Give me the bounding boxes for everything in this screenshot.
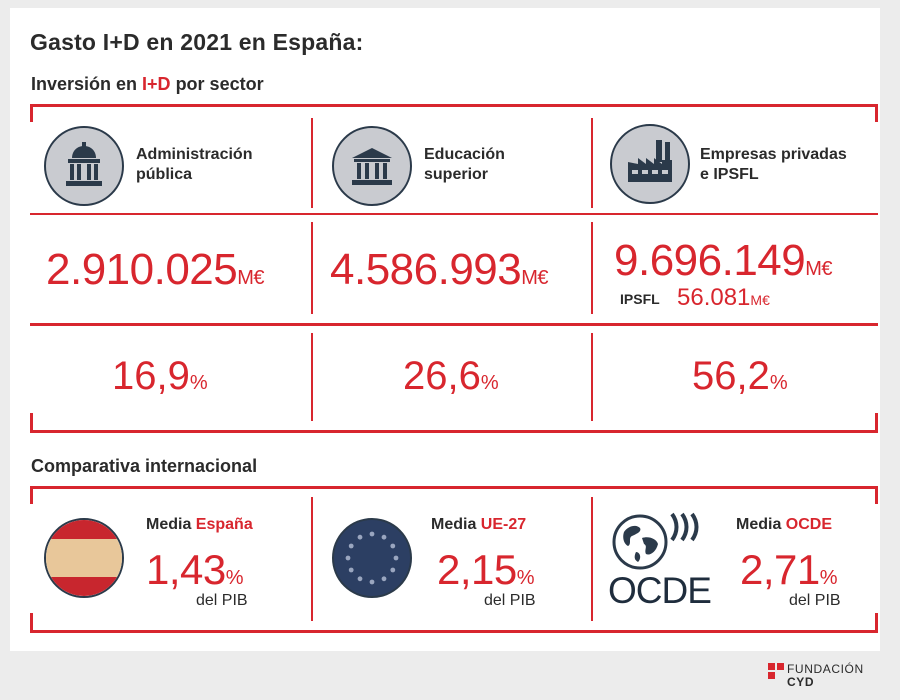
footer-strip	[0, 651, 900, 700]
university-icon	[332, 126, 412, 206]
fundacion-cyd-logo	[768, 663, 784, 684]
media-value-ue27: 2,15%	[437, 546, 535, 593]
eu-flag-icon	[332, 518, 412, 598]
media-label-ocde: Media OCDE	[736, 516, 833, 533]
pib-note-ocde: del PIB	[789, 592, 841, 609]
pct-empresas: 56,2%	[692, 354, 788, 398]
subtitle-highlight: I+D	[142, 74, 171, 94]
page-title: Gasto I+D en 2021 en España:	[30, 29, 364, 55]
spain-flag-icon	[44, 518, 124, 598]
pib-note-espana: del PIB	[196, 592, 248, 609]
media-label-espana: Media España	[146, 516, 253, 533]
ipsfl-amount: 56.081M€	[677, 284, 770, 311]
government-building-icon	[44, 126, 124, 206]
amount-educacion: 4.586.993M€	[330, 245, 549, 294]
ocde-logo-text: OCDE	[608, 570, 712, 611]
sector-label-administracion: Administración pública	[136, 146, 253, 183]
ocde-logo-icon: OCDE	[606, 508, 716, 611]
media-value-ocde: 2,71%	[740, 546, 838, 593]
subtitle-text-end: por sector	[170, 74, 264, 94]
pct-administracion: 16,9%	[112, 354, 208, 398]
media-label-ue27: Media UE-27	[431, 516, 527, 533]
factory-icon	[610, 124, 690, 204]
media-value-espana: 1,43%	[146, 546, 244, 593]
amount-empresas: 9.696.149M€	[614, 236, 833, 285]
amount-administracion: 2.910.025M€	[46, 245, 265, 294]
sector-label-educacion: Educación superior	[424, 146, 505, 183]
section-subtitle: Inversión en I+D por sector	[31, 74, 264, 95]
ipsfl-label: IPSFL	[620, 291, 660, 307]
subtitle-text: Inversión en	[31, 74, 143, 94]
card-background	[10, 8, 880, 651]
pct-educacion: 26,6%	[403, 354, 499, 398]
comparison-title: Comparativa internacional	[31, 456, 258, 476]
sector-label-empresas: Empresas privadas e IPSFL	[700, 146, 847, 183]
pib-note-ue27: del PIB	[484, 592, 536, 609]
footer-brand: FUNDACIÓN CYD	[787, 662, 864, 689]
